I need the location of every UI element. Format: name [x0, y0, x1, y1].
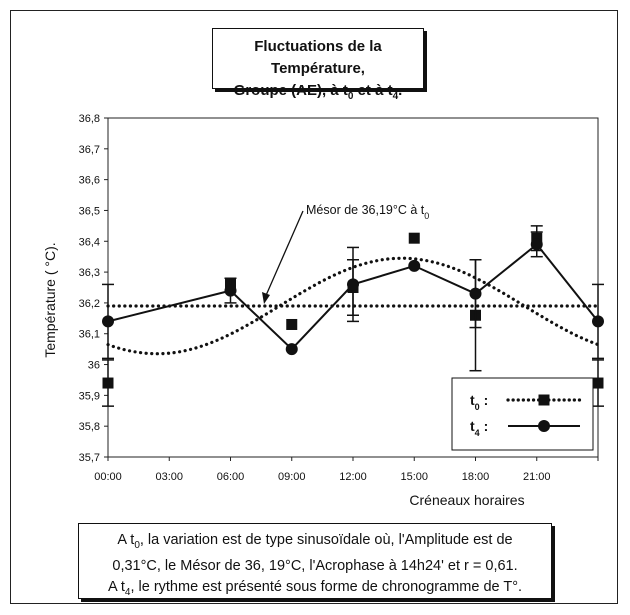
x-tick-label: 18:00: [462, 471, 490, 483]
annotation-text-main: Mésor de 36,19°C à t: [306, 203, 425, 217]
chart-series: [102, 225, 604, 407]
chart-title-line1: Fluctuations de la Température,: [254, 38, 382, 77]
y-tick-label: 36,7: [79, 144, 100, 156]
legend-label-1-main: t: [470, 418, 475, 434]
series-line-t4: [107, 242, 599, 351]
figure-frame: [10, 10, 618, 604]
data-point-t0: [102, 377, 114, 389]
x-tick-label: 00:00: [94, 471, 122, 483]
caption-l1-sub: 0: [134, 539, 140, 551]
caption-line2: 0,31°C, le Mésor de 36, 19°C, l'Acrophas…: [112, 557, 518, 574]
caption-line3: A t4, le rythme est présenté sous forme …: [79, 577, 551, 603]
y-tick-label: 36,4: [79, 236, 100, 248]
title-line2-end: .: [398, 82, 403, 99]
title-sub4: 4: [392, 91, 399, 102]
data-point-t4: [592, 315, 604, 328]
y-tick-label: 36,2: [79, 298, 100, 310]
data-point-t4: [224, 284, 237, 297]
data-point-t4: [347, 278, 359, 291]
title-line2-mid: et à t: [353, 82, 393, 99]
legend-marker-1: [538, 420, 550, 432]
title-sub0: 0: [347, 91, 354, 102]
caption-l3-sub: 4: [124, 586, 131, 598]
x-tick-label: 09:00: [278, 471, 306, 483]
caption-l3-pre: A t: [107, 578, 125, 595]
y-tick-label: 36,3: [79, 267, 100, 279]
series-t4: [102, 231, 604, 360]
mesor-annotation: Mésor de 36,19°C à t0: [262, 203, 429, 304]
chart-legend: t0 :t4 :: [451, 377, 594, 451]
data-point-t0: [408, 232, 420, 244]
x-tick-label: 03:00: [155, 471, 183, 483]
legend-box: [451, 377, 594, 451]
title-line2-pre: Groupe (AE), à t: [233, 82, 348, 99]
y-tick-label: 36,8: [79, 113, 100, 125]
y-tick-label: 36,1: [79, 329, 100, 341]
y-tick-label: 36,6: [79, 175, 100, 187]
data-point-t0: [286, 318, 298, 330]
legend-label-0-main: t: [470, 392, 475, 408]
x-tick-label: 06:00: [217, 471, 245, 483]
caption-line1: A t0, la variation est de type sinusoïda…: [79, 530, 551, 556]
y-tick-label: 35,7: [79, 452, 100, 464]
annotation-text-sub: 0: [424, 211, 429, 221]
data-point-t4: [408, 259, 421, 272]
x-tick-label: 15:00: [400, 471, 428, 483]
annotation-text: Mésor de 36,19°C à t0: [306, 203, 429, 221]
caption-box: A t0, la variation est de type sinusoïda…: [78, 523, 552, 599]
x-axis-label: Créneaux horaires: [409, 492, 524, 508]
cosinor-fit-curve: [106, 256, 600, 356]
legend-label-0-sub: 0: [475, 402, 480, 412]
chart-title-line2: Groupe (AE), à t0 et à t4.: [213, 80, 423, 108]
y-tick-label: 35,8: [79, 421, 100, 433]
legend-label-1-suffix: :: [480, 418, 489, 434]
data-point-t4: [285, 343, 298, 356]
caption-l1-pre: A t: [117, 532, 135, 548]
annotation-arrowhead: [262, 292, 270, 304]
data-point-t4: [530, 238, 543, 251]
y-tick-label: 36,5: [79, 205, 100, 217]
legend-marker-0: [538, 394, 550, 406]
y-tick-label: 35,9: [79, 390, 100, 402]
caption-l1-post: , la variation est de type sinusoïdale o…: [139, 532, 513, 548]
x-tick-label: 21:00: [523, 471, 551, 483]
legend-label-1: t4 :: [470, 418, 488, 438]
caption-l3-post: , le rythme est présenté sous forme de c…: [130, 578, 523, 595]
chart-title-box: Fluctuations de la Température, Groupe (…: [212, 28, 424, 102]
legend-label-0-suffix: :: [480, 392, 489, 408]
legend-label-0: t0 :: [470, 392, 488, 412]
x-tick-label: 12:00: [339, 471, 367, 483]
data-point-t0: [592, 377, 604, 389]
y-axis-label: Température ( °C).: [42, 242, 58, 357]
y-tick-label: 36: [88, 360, 100, 372]
annotation-arrow: [263, 210, 304, 301]
data-point-t4: [102, 315, 114, 328]
legend-label-1-sub: 4: [475, 428, 480, 438]
data-point-t4: [469, 287, 482, 300]
